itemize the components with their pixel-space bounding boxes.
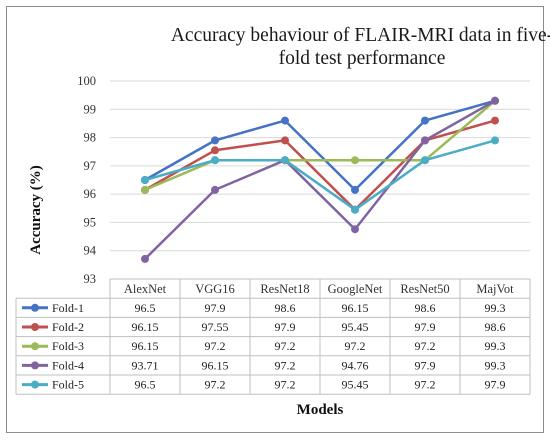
- data-point: [211, 156, 219, 165]
- series-lines: [141, 96, 499, 263]
- table-cell-value: 96.15: [202, 358, 229, 372]
- table-cell-value: 96.15: [342, 301, 369, 315]
- table-cell-value: 99.3: [485, 339, 506, 353]
- legend-key-marker: [31, 380, 39, 389]
- y-tick-label: 94: [84, 244, 97, 258]
- legend-key-marker: [31, 323, 39, 331]
- data-point: [491, 136, 499, 145]
- table-cell-value: 97.9: [415, 358, 436, 372]
- data-point: [421, 136, 429, 145]
- legend-key-marker: [31, 361, 39, 370]
- series-line: [144, 99, 496, 192]
- table-cell-value: 95.45: [342, 320, 369, 334]
- table-cell-value: 97.2: [345, 339, 366, 353]
- table-cell-value: 99.3: [485, 358, 506, 372]
- table-cell-value: 97.9: [275, 320, 296, 334]
- data-point: [351, 156, 359, 165]
- data-point: [491, 116, 499, 125]
- y-tick-label: 97: [84, 159, 97, 173]
- data-point: [281, 156, 289, 165]
- data-point: [351, 185, 359, 194]
- y-tick-label: 99: [84, 102, 97, 116]
- table-cell-value: 96.15: [132, 320, 159, 334]
- x-category-label: AlexNet: [124, 282, 167, 296]
- data-point: [211, 146, 219, 155]
- series-fold-4: [141, 96, 499, 263]
- x-category-label: ResNet18: [260, 282, 309, 296]
- table-cell-value: 97.55: [202, 320, 229, 334]
- series-fold-1: [141, 96, 499, 194]
- table-cell-value: 97.2: [275, 378, 296, 392]
- x-category-label: MajVot: [476, 282, 514, 296]
- table-cell-value: 96.5: [135, 301, 156, 315]
- table-cell-value: 97.9: [485, 378, 506, 392]
- data-point: [351, 205, 359, 214]
- table-cell-value: 97.2: [205, 339, 226, 353]
- y-tick-label: 98: [84, 131, 97, 145]
- y-axis-title: Accuracy (%): [28, 165, 44, 255]
- data-point: [141, 185, 149, 194]
- legend-label: Fold-5: [52, 378, 84, 392]
- table-cell-value: 93.71: [132, 358, 159, 372]
- series-line: [144, 99, 496, 192]
- data-table: AlexNet VGG16 ResNet18 GoogleNet ResNet50 Maj…: [15, 278, 531, 395]
- table-cell-value: 97.2: [415, 339, 436, 353]
- y-tick-label: 93: [84, 272, 97, 286]
- series-line: [144, 99, 496, 260]
- data-point: [421, 116, 429, 125]
- table-cell-value: 97.2: [415, 378, 436, 392]
- data-point: [351, 225, 359, 234]
- series-line: [144, 119, 496, 211]
- x-category-label: VGG16: [195, 282, 235, 296]
- y-tick-label: 95: [84, 215, 97, 229]
- table-cell-value: 97.2: [205, 378, 226, 392]
- chart-title-line-2: fold test performance: [279, 48, 446, 69]
- series-line: [144, 139, 496, 211]
- y-axis-ticks: 93 94 95 96 97 98 99 100: [77, 74, 97, 286]
- table-cell-value: 96.15: [132, 339, 159, 353]
- legend-key-marker: [31, 303, 39, 312]
- legend-label: Fold-1: [52, 301, 84, 315]
- data-point: [211, 136, 219, 145]
- legend-key-marker: [31, 342, 39, 351]
- y-tick-label: 96: [84, 187, 97, 201]
- table-cell-value: 94.76: [342, 358, 369, 372]
- gridlines: [110, 80, 530, 280]
- chart-frame: [6, 6, 544, 433]
- table-cell-value: 98.6: [485, 320, 506, 334]
- table-cell-value: 97.2: [275, 339, 296, 353]
- table-cell-value: 97.9: [415, 320, 436, 334]
- series-fold-3: [141, 96, 499, 194]
- table-cell-value: 96.5: [135, 378, 156, 392]
- table-cell-value: 98.6: [415, 301, 436, 315]
- data-point: [491, 96, 499, 105]
- x-category-label: ResNet50: [400, 282, 449, 296]
- table-cell-value: 95.45: [342, 378, 369, 392]
- data-point: [281, 116, 289, 125]
- data-point: [211, 185, 219, 194]
- legend-label: Fold-4: [52, 358, 84, 372]
- table-cell-value: 98.6: [275, 301, 296, 315]
- x-axis-title: Models: [297, 402, 344, 418]
- series-fold-5: [141, 136, 499, 214]
- x-category-label: GoogleNet: [328, 282, 383, 296]
- legend-label: Fold-2: [52, 320, 84, 334]
- y-tick-label: 100: [77, 74, 96, 88]
- data-point: [141, 254, 149, 263]
- data-point: [281, 136, 289, 145]
- data-point: [421, 156, 429, 165]
- data-point: [141, 176, 149, 184]
- chart-title-line-1: Accuracy behaviour of FLAIR-MRI data in …: [171, 25, 550, 46]
- table-cell-value: 97.9: [205, 301, 226, 315]
- legend-label: Fold-3: [52, 339, 84, 353]
- table-cell-value: 99.3: [485, 301, 506, 315]
- table-cell-value: 97.2: [275, 358, 296, 372]
